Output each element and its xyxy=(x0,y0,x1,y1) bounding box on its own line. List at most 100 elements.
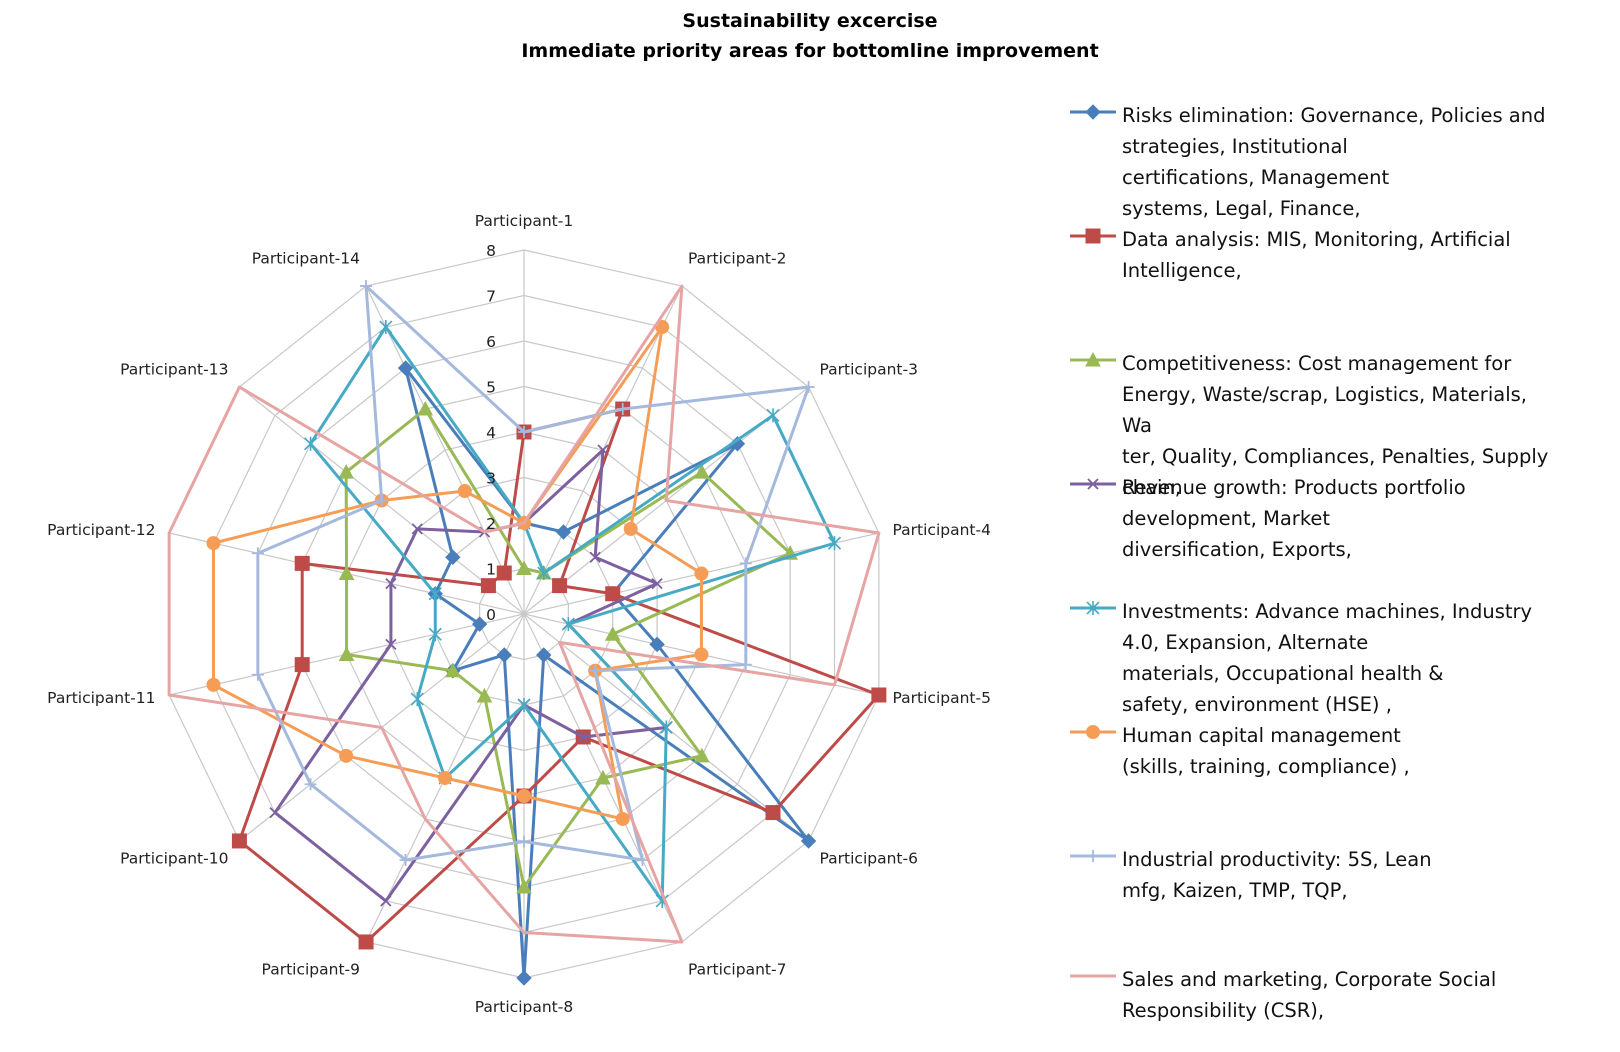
data-point xyxy=(577,731,589,743)
data-point xyxy=(555,524,572,540)
data-point xyxy=(303,436,318,451)
series-5 xyxy=(303,320,842,908)
legend-label-line: certifications, Management xyxy=(1122,166,1390,189)
data-point xyxy=(385,577,397,590)
legend-label: Data analysis: MIS, Monitoring, Artifici… xyxy=(1122,224,1562,286)
legend-marker xyxy=(1070,478,1116,490)
grid-spoke xyxy=(365,285,525,615)
tick-label: 8 xyxy=(486,242,496,260)
data-point xyxy=(375,494,388,507)
data-point xyxy=(589,664,602,677)
data-point xyxy=(358,934,374,950)
legend-symbol xyxy=(1085,104,1101,120)
category-label: Participant-8 xyxy=(475,998,573,1016)
data-point xyxy=(537,566,551,581)
legend-symbol xyxy=(1086,601,1100,615)
category-label: Participant-2 xyxy=(688,249,786,267)
legend-label-line: Responsibility (CSR), xyxy=(1122,999,1325,1022)
tick-label: 3 xyxy=(486,470,496,488)
data-point xyxy=(517,789,531,803)
legend-symbol xyxy=(1085,228,1101,244)
series-2 xyxy=(231,401,887,950)
legend-label-line: Investments: Advance machines, Industry xyxy=(1122,600,1533,623)
category-label: Participant-1 xyxy=(475,212,573,230)
data-point xyxy=(649,636,665,653)
legend-label-line: Industrial productivity: 5S, Lean xyxy=(1122,848,1432,871)
series-8 xyxy=(167,284,881,944)
legend-marker xyxy=(1070,351,1116,367)
data-point xyxy=(739,658,752,671)
legend-label: Human capital management (skills, trainin… xyxy=(1122,720,1562,782)
data-point xyxy=(385,638,397,651)
data-point xyxy=(589,551,601,563)
data-point xyxy=(294,555,310,571)
legend-label-line: Revenue growth: Products portfolio xyxy=(1122,476,1466,499)
data-point xyxy=(379,320,393,335)
tick-label: 6 xyxy=(486,333,496,351)
data-point xyxy=(536,647,552,663)
tick-label: 7 xyxy=(486,288,496,306)
data-point xyxy=(338,565,355,581)
category-label: Participant-12 xyxy=(47,521,155,539)
legend-label-line: chain, xyxy=(1122,476,1182,499)
data-point xyxy=(518,426,530,438)
legend-label: Industrial productivity: 5S, Lean mfg, Ka… xyxy=(1122,844,1562,906)
data-point xyxy=(445,549,461,565)
category-label: Participant-7 xyxy=(688,961,786,979)
data-point xyxy=(561,617,575,632)
data-point xyxy=(871,687,887,703)
radar-series xyxy=(167,280,887,986)
tick-label: 1 xyxy=(486,561,496,579)
legend-label: Investments: Advance machines, Industry 4… xyxy=(1122,596,1562,720)
series-3 xyxy=(338,400,798,894)
data-point xyxy=(496,565,512,581)
legend-label-line: (skills, training, compliance) , xyxy=(1122,755,1410,778)
data-point xyxy=(294,657,310,673)
data-point xyxy=(651,577,663,590)
legend-marker xyxy=(1070,601,1116,615)
data-point xyxy=(445,662,461,678)
legend-label: Risks elimination: Governance, Policies … xyxy=(1122,100,1562,224)
legend-symbol xyxy=(1086,725,1100,739)
data-point xyxy=(428,586,442,601)
data-point xyxy=(518,835,530,848)
legend-marker xyxy=(1070,228,1116,244)
data-point xyxy=(338,464,354,479)
data-point xyxy=(457,484,472,499)
legend-label-line: materials, Occupational health & xyxy=(1122,662,1444,685)
legend-symbol xyxy=(1087,478,1099,490)
legend-label: Competitiveness: Cost management for Ener… xyxy=(1122,348,1562,503)
series-line xyxy=(273,448,668,903)
data-point xyxy=(338,646,355,661)
data-point xyxy=(496,647,512,663)
data-point xyxy=(605,586,621,602)
legend-marker xyxy=(1070,104,1116,120)
data-point xyxy=(765,805,781,821)
data-point xyxy=(516,878,532,894)
data-point xyxy=(397,360,414,376)
data-point xyxy=(251,547,264,560)
data-point xyxy=(694,464,710,479)
data-point xyxy=(360,280,373,293)
category-label: Participant-6 xyxy=(820,850,918,868)
series-7 xyxy=(251,280,815,866)
legend-label-line: development, Market xyxy=(1122,507,1331,530)
data-point xyxy=(428,627,442,642)
data-point xyxy=(694,647,709,662)
data-point xyxy=(597,444,609,456)
category-label: Participant-5 xyxy=(893,689,991,707)
legend-label-line: diversification, Exports, xyxy=(1122,538,1352,561)
data-point xyxy=(438,770,453,785)
legend-label-line: Data analysis: MIS, Monitoring, Artifici… xyxy=(1122,228,1511,251)
category-label: Participant-4 xyxy=(893,521,991,539)
data-point xyxy=(251,668,264,681)
series-line xyxy=(256,284,811,862)
data-point xyxy=(802,381,815,394)
data-point xyxy=(615,811,630,826)
data-point xyxy=(616,403,629,416)
data-point xyxy=(517,698,531,712)
legend-label-line: 4.0, Expansion, Alternate xyxy=(1122,631,1369,654)
series-line xyxy=(167,284,881,944)
legend-label-line: Intelligence, xyxy=(1122,259,1242,282)
